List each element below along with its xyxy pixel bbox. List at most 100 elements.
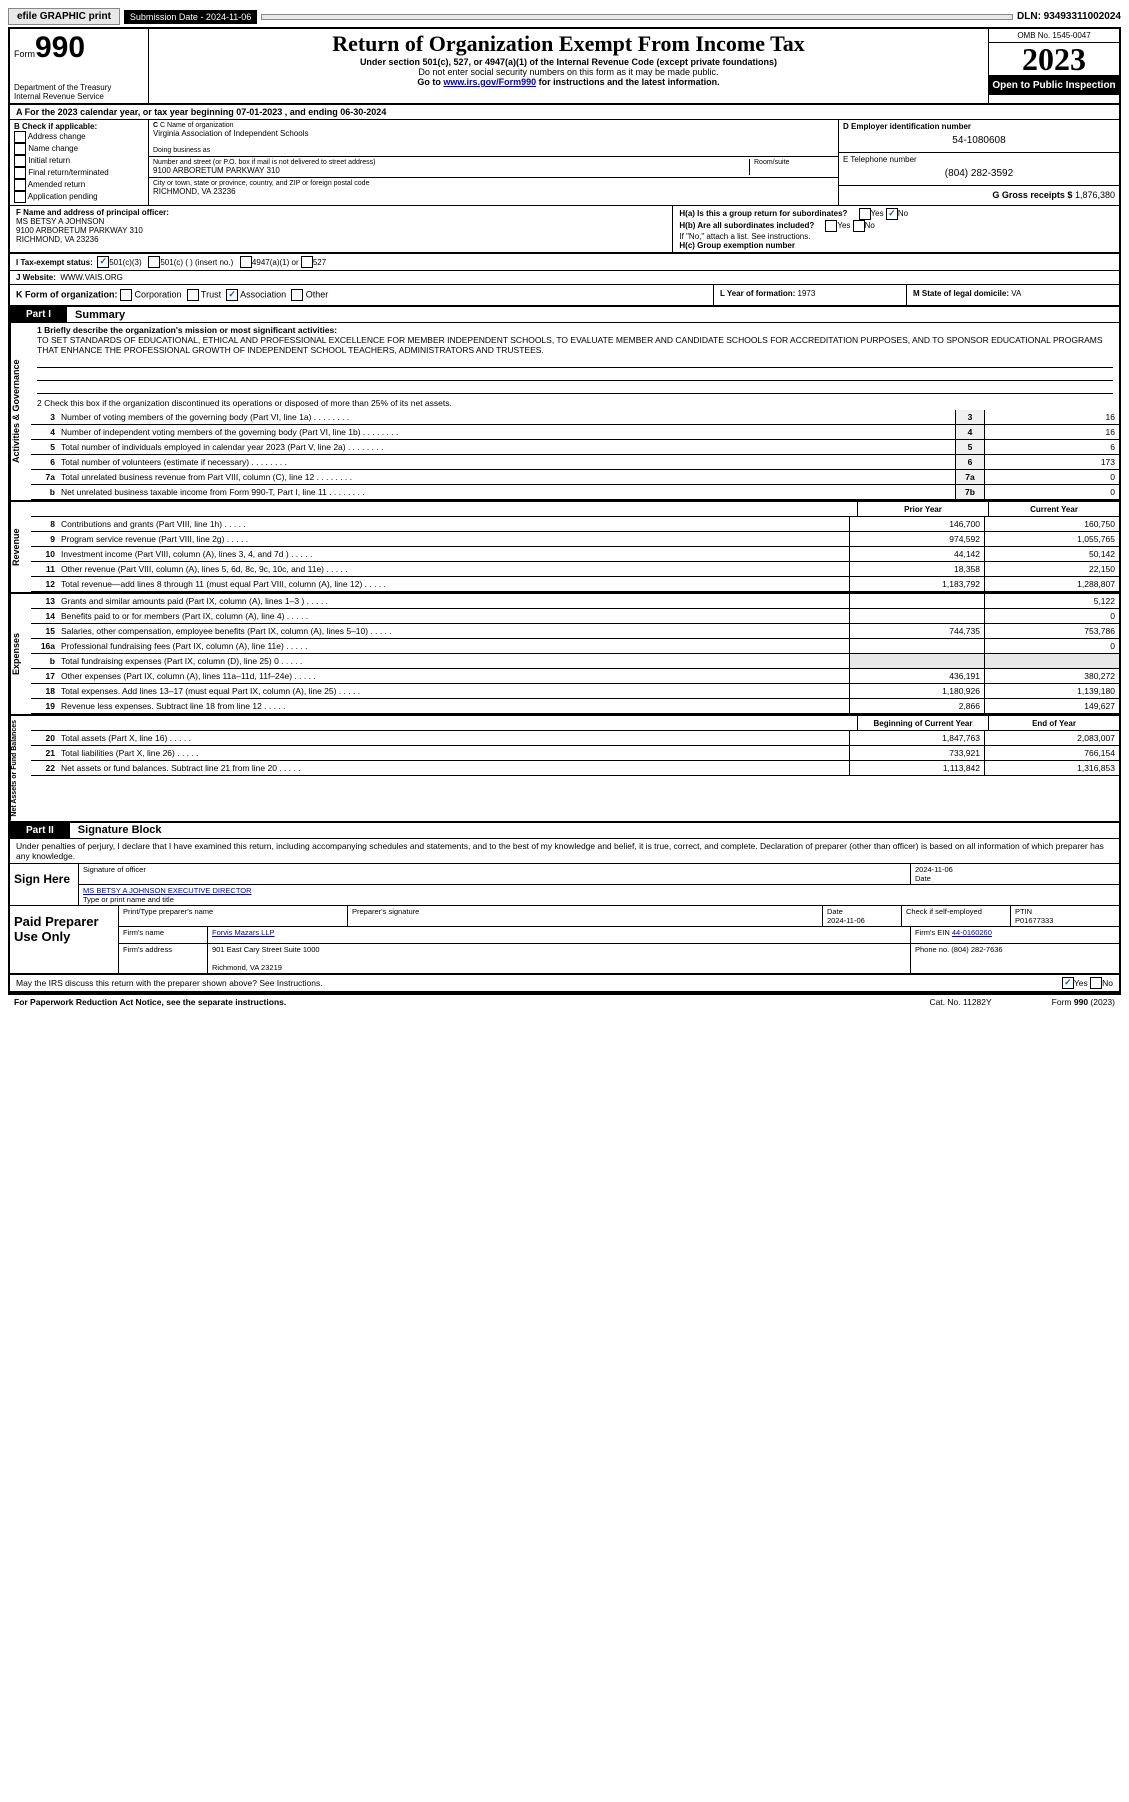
dba-label: Doing business as — [153, 147, 834, 154]
opt-501c: 501(c) ( ) (insert no.) — [160, 258, 233, 267]
form-footer: Form 990 (2023) — [1052, 997, 1115, 1007]
prep-row-3: Firm's address 901 East Cary Street Suit… — [119, 944, 1119, 973]
part1-header: Part I Summary — [10, 307, 1119, 323]
opt-other: Other — [306, 289, 329, 299]
hb-no-check[interactable] — [853, 220, 865, 232]
trust-check[interactable] — [187, 289, 199, 301]
open-public-badge: Open to Public Inspection — [989, 76, 1119, 95]
perjury-text: Under penalties of perjury, I declare th… — [10, 839, 1119, 864]
501c-check[interactable] — [148, 256, 160, 268]
sig-row-1: Signature of officer 2024-11-06Date — [79, 864, 1119, 885]
initial-return-check[interactable] — [14, 155, 26, 167]
current-year-header: Current Year — [988, 502, 1119, 516]
f-label: F Name and address of principal officer: — [16, 208, 169, 217]
subtitle-2: Do not enter social security numbers on … — [157, 67, 980, 77]
ha-no: No — [898, 209, 908, 218]
k-right: M State of legal domicile: VA — [907, 285, 1119, 305]
hb-label: H(b) Are all subordinates included? — [679, 221, 814, 230]
row-i: I Tax-exempt status: 501(c)(3) 501(c) ( … — [10, 253, 1119, 271]
sign-right: Signature of officer 2024-11-06Date MS B… — [79, 864, 1119, 905]
firm-city: Richmond, VA 23219 — [212, 963, 282, 972]
paid-preparer-block: Paid Preparer Use Only Print/Type prepar… — [10, 906, 1119, 975]
prep-date: 2024-11-06 — [827, 916, 865, 925]
efile-button[interactable]: efile GRAPHIC print — [8, 8, 120, 25]
rev-header-row: Prior Year Current Year — [31, 502, 1119, 517]
officer-sig-link[interactable]: MS BETSY A JOHNSON EXECUTIVE DIRECTOR — [83, 886, 252, 895]
k-label: K Form of organization: — [16, 289, 118, 299]
h-box: H(a) Is this a group return for subordin… — [672, 206, 1119, 252]
discuss-no: No — [1102, 978, 1113, 988]
header-mid: Return of Organization Exempt From Incom… — [149, 29, 988, 103]
opt-527: 527 — [313, 258, 326, 267]
phone-value: (804) 282-3592 — [843, 164, 1115, 183]
row-k: K Form of organization: Corporation Trus… — [10, 285, 1119, 307]
e-label: E Telephone number — [843, 155, 917, 164]
side-expenses: Expenses — [10, 594, 31, 714]
gross-box: G Gross receipts $ 1,876,380 — [839, 186, 1119, 204]
goto-post: for instructions and the latest informat… — [536, 77, 720, 87]
4947-check[interactable] — [240, 256, 252, 268]
final-return-check[interactable] — [14, 167, 26, 179]
opt-address: Address change — [28, 132, 86, 141]
other-check[interactable] — [291, 289, 303, 301]
mission-block: 1 Briefly describe the organization's mi… — [31, 323, 1119, 396]
prep-date-cell: Date2024-11-06 — [823, 906, 902, 926]
line-22: 22Net assets or fund balances. Subtract … — [31, 761, 1119, 776]
pending-check[interactable] — [14, 191, 26, 203]
ha-no-check[interactable] — [886, 208, 898, 220]
amended-check[interactable] — [14, 179, 26, 191]
governance-content: 1 Briefly describe the organization's mi… — [31, 323, 1119, 500]
assoc-check[interactable] — [226, 289, 238, 301]
501c3-check[interactable] — [97, 256, 109, 268]
name-change-check[interactable] — [14, 143, 26, 155]
form-container: Form990 Department of the Treasury Inter… — [8, 27, 1121, 993]
line-8: 8Contributions and grants (Part VIII, li… — [31, 517, 1119, 532]
ptin-label: PTIN — [1015, 907, 1032, 916]
discuss-row: May the IRS discuss this return with the… — [10, 975, 1119, 991]
prior-year-header: Prior Year — [857, 502, 988, 516]
discuss-no-check[interactable] — [1090, 977, 1102, 989]
discuss-text: May the IRS discuss this return with the… — [16, 978, 323, 988]
l-val: 1973 — [798, 289, 816, 298]
firm-ein-link[interactable]: 44-0160260 — [952, 928, 992, 937]
opt-final: Final return/terminated — [28, 168, 108, 177]
org-name: Virginia Association of Independent Scho… — [153, 129, 834, 138]
dept-label: Department of the Treasury — [14, 83, 144, 92]
form-number: 990 — [35, 31, 85, 64]
officer-sig-cell: MS BETSY A JOHNSON EXECUTIVE DIRECTOR Ty… — [79, 885, 1119, 905]
opt-4947: 4947(a)(1) or — [252, 258, 299, 267]
page-footer: For Paperwork Reduction Act Notice, see … — [8, 993, 1121, 1009]
netassets-content: Beginning of Current Year End of Year 20… — [31, 716, 1119, 821]
officer-city: RICHMOND, VA 23236 — [16, 235, 99, 244]
ha-yes-check[interactable] — [859, 208, 871, 220]
i-label: I Tax-exempt status: — [16, 258, 93, 267]
gov-line-5: 5Total number of individuals employed in… — [31, 440, 1119, 455]
type-label: Type or print name and title — [83, 895, 174, 904]
j-label: J Website: — [16, 273, 56, 282]
line-16a: 16aProfessional fundraising fees (Part I… — [31, 639, 1119, 654]
room-label: Room/suite — [754, 159, 834, 166]
form-header: Form990 Department of the Treasury Inter… — [10, 29, 1119, 105]
opt-corp: Corporation — [135, 289, 182, 299]
opt-trust: Trust — [201, 289, 221, 299]
col-c-org: C C Name of organization Virginia Associ… — [149, 120, 838, 205]
part2-header: Part II Signature Block — [10, 821, 1119, 839]
instructions-link[interactable]: www.irs.gov/Form990 — [443, 77, 536, 87]
side-governance: Activities & Governance — [10, 323, 31, 500]
527-check[interactable] — [301, 256, 313, 268]
address-change-check[interactable] — [14, 131, 26, 143]
k-mid: L Year of formation: 1973 — [714, 285, 907, 305]
goto-pre: Go to — [417, 77, 443, 87]
corp-check[interactable] — [120, 289, 132, 301]
line-12: 12Total revenue—add lines 8 through 11 (… — [31, 577, 1119, 592]
gov-line-7a: 7aTotal unrelated business revenue from … — [31, 470, 1119, 485]
paid-right: Print/Type preparer's name Preparer's si… — [119, 906, 1119, 973]
opt-initial: Initial return — [28, 156, 70, 165]
discuss-yes-check[interactable] — [1062, 977, 1074, 989]
firm-link[interactable]: Forvis Mazars LLP — [212, 928, 275, 937]
part1-title: Summary — [67, 309, 125, 321]
hb-yes-check[interactable] — [825, 220, 837, 232]
end-year-header: End of Year — [988, 716, 1119, 730]
g-label: G Gross receipts $ — [992, 190, 1072, 200]
line-17: 17Other expenses (Part IX, column (A), l… — [31, 669, 1119, 684]
